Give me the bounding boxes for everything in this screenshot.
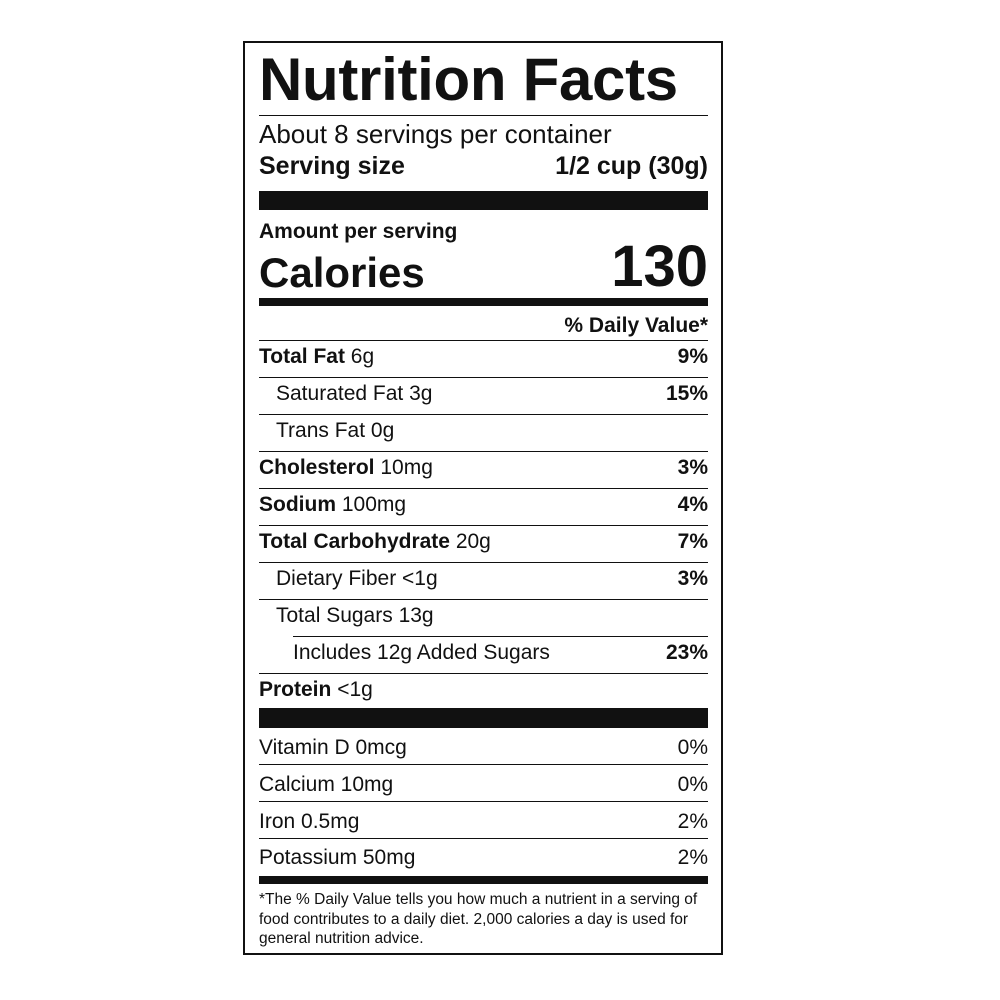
nutrient-row: Protein <1g [259, 674, 708, 708]
nutrient-row: Dietary Fiber <1g 3% [259, 563, 708, 600]
daily-value-header: % Daily Value* [259, 306, 708, 341]
nutrient-dv: 9% [677, 345, 708, 368]
nutrient-row: Includes 12g Added Sugars 23% [259, 637, 708, 674]
nutrient-row: Total Sugars 13g [259, 600, 708, 637]
nutrient-name: Total Fat [259, 345, 345, 368]
vitamin-dv: 0% [677, 736, 708, 759]
nutrient-amount: <1g [337, 678, 373, 701]
vitamin-name: Iron 0.5mg [259, 810, 360, 833]
nutrient-row: Cholesterol 10mg 3% [259, 452, 708, 489]
nutrient-amount: <1g [402, 567, 438, 590]
nutrient-row: Saturated Fat 3g 15% [259, 378, 708, 415]
nutrient-label: Includes 12g Added Sugars [293, 637, 550, 673]
nutrient-amount: 100mg [341, 493, 407, 516]
nutrient-dv: 15% [665, 382, 708, 405]
footnote: *The % Daily Value tells you how much a … [259, 891, 698, 947]
nutrient-amount: 20g [455, 530, 491, 553]
serving-size-row: Serving size 1/2 cup (30g) [259, 150, 708, 185]
vitamin-dv: 2% [677, 846, 708, 869]
nutrient-dv: 7% [677, 530, 708, 553]
nutrient-name: Cholesterol [259, 456, 375, 479]
divider-medium [259, 876, 708, 884]
nutrient-dv: 3% [677, 567, 708, 590]
nutrient-label: Total Sugars 13g [276, 600, 434, 637]
serving-size-value: 1/2 cup (30g) [555, 152, 708, 180]
vitamin-row: Vitamin D 0mcg 0% [259, 728, 708, 765]
calories-label: Calories [259, 249, 425, 296]
nutrient-amount: 3g [409, 382, 433, 405]
vitamin-name: Potassium 50mg [259, 846, 416, 869]
amount-per-serving: Amount per serving [259, 220, 458, 243]
nutrient-label: Protein <1g [259, 674, 373, 708]
vitamin-row: Iron 0.5mg 2% [259, 802, 708, 839]
calories-row: Calories 130 [259, 238, 708, 296]
vitamin-name: Calcium 10mg [259, 773, 394, 796]
vitamin-row: Potassium 50mg 2% [259, 839, 708, 876]
nutrient-label: Saturated Fat 3g [276, 378, 432, 414]
nutrient-amount: 6g [350, 345, 375, 368]
nutrient-label: Sodium 100mg [259, 489, 406, 525]
nutrient-row: Sodium 100mg 4% [259, 489, 708, 526]
nutrient-row: Trans Fat 0g [259, 415, 708, 452]
divider-thick [259, 708, 708, 728]
nutrient-list: Total Fat 6g 9% Saturated Fat 3g 15% Trans… [259, 341, 708, 708]
nutrient-label: Total Fat 6g [259, 341, 374, 377]
nutrient-name: Total Sugars [276, 604, 393, 627]
vitamin-row: Calcium 10mg 0% [259, 765, 708, 802]
vitamin-list: Vitamin D 0mcg 0% Calcium 10mg 0% Iron 0.5… [259, 728, 708, 876]
label-title: Nutrition Facts [259, 43, 708, 116]
nutrient-name: Total Carbohydrate [259, 530, 450, 553]
servings-per-container: About 8 servings per container [259, 119, 612, 149]
nutrient-dv: 23% [665, 641, 708, 664]
vitamin-dv: 2% [677, 810, 708, 833]
vitamin-name: Vitamin D 0mcg [259, 736, 407, 759]
nutrient-name: Dietary Fiber [276, 567, 397, 590]
nutrient-dv: 4% [677, 493, 708, 516]
vitamin-dv: 0% [677, 773, 708, 796]
nutrient-amount: 13g [398, 604, 434, 627]
nutrient-amount: 0g [370, 419, 395, 442]
nutrient-dv: 3% [677, 456, 708, 479]
nutrient-row: Total Fat 6g 9% [259, 341, 708, 378]
nutrient-amount: 10mg [380, 456, 433, 479]
nutrient-label: Dietary Fiber <1g [276, 563, 438, 599]
nutrient-name: Saturated Fat [276, 382, 404, 405]
nutrient-name: Includes 12g Added Sugars [293, 641, 550, 664]
nutrient-row: Total Carbohydrate 20g 7% [259, 526, 708, 563]
nutrition-facts-label: Nutrition Facts About 8 servings per con… [243, 41, 723, 955]
nutrient-label: Total Carbohydrate 20g [259, 526, 491, 562]
serving-size-label: Serving size [259, 152, 405, 180]
divider-medium [259, 298, 708, 306]
divider-thick [259, 191, 708, 210]
nutrient-label: Cholesterol 10mg [259, 452, 433, 488]
nutrient-name: Protein [259, 678, 332, 701]
nutrient-name: Trans Fat [276, 419, 366, 442]
nutrient-label: Trans Fat 0g [276, 415, 394, 451]
nutrient-name: Sodium [259, 493, 336, 516]
calories-value: 130 [611, 234, 708, 299]
